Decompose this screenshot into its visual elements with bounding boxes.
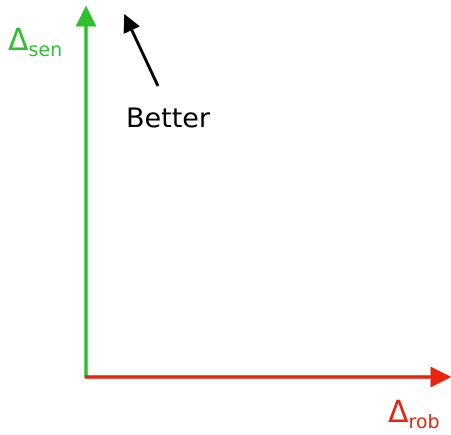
y-axis-label: Δsen bbox=[8, 23, 62, 61]
x-axis-subscript: rob bbox=[409, 411, 440, 433]
y-axis-symbol: Δ bbox=[8, 23, 29, 58]
better-arrow bbox=[123, 13, 160, 87]
y-axis-subscript: sen bbox=[29, 39, 63, 61]
x-axis-symbol: Δ bbox=[388, 395, 409, 430]
x-axis-label: Δrob bbox=[388, 395, 440, 433]
annotation: Better bbox=[126, 103, 211, 134]
